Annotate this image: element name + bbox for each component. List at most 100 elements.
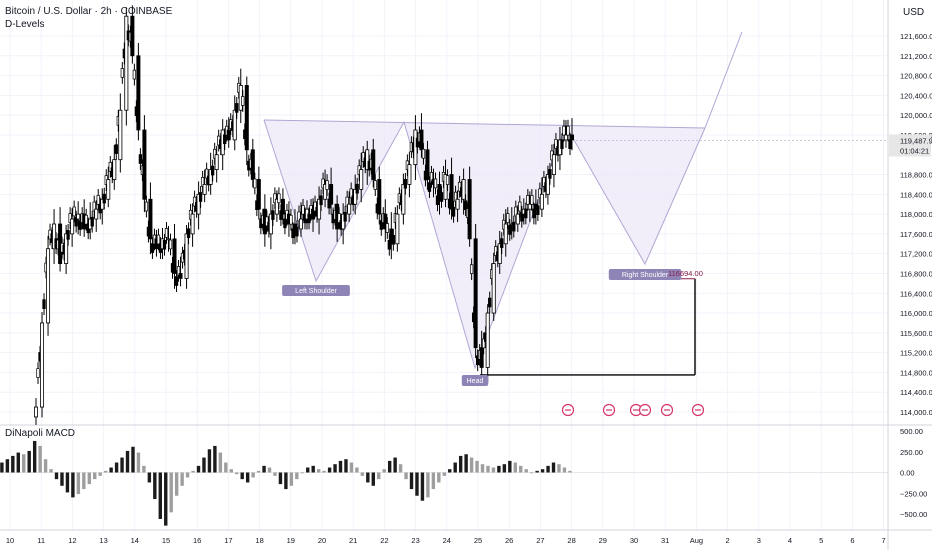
oscillator-bar: [551, 462, 556, 473]
candle-body: [385, 223, 389, 233]
oscillator-bar: [524, 469, 528, 473]
candle-body: [321, 178, 325, 189]
candle-body: [136, 55, 141, 131]
oscillator-bar: [32, 440, 37, 473]
time-tick-label: 12: [68, 536, 76, 545]
time-tick-label: 23: [411, 536, 419, 545]
oscillator-bar: [469, 457, 474, 473]
candle-body: [485, 312, 490, 368]
candle-body: [74, 216, 78, 227]
candle-body: [429, 172, 434, 182]
symbol-title[interactable]: Bitcoin / U.S. Dollar · 2h · COINBASE: [5, 6, 173, 17]
price-tick-label: 115,200.00: [900, 349, 932, 358]
candle-body: [325, 180, 329, 190]
time-tick-label: 14: [131, 536, 139, 545]
candle-body: [172, 238, 177, 274]
candle-body: [102, 193, 106, 204]
time-tick-label: 10: [6, 536, 14, 545]
oscillator-tick-label: 0.00: [900, 469, 915, 478]
candle-body: [295, 226, 299, 237]
candle-body: [359, 169, 364, 190]
candle-body: [253, 178, 257, 189]
time-tick-label: 4: [788, 536, 792, 545]
candle-body: [271, 210, 275, 220]
oscillator-bar: [207, 449, 212, 473]
candle-body: [329, 184, 334, 205]
candle-body: [84, 214, 88, 225]
candle-body: [337, 213, 341, 223]
oscillator-bar: [82, 472, 86, 490]
candle-body: [291, 228, 295, 239]
oscillator-bar: [240, 472, 244, 480]
oscillator-bar: [142, 465, 146, 473]
candle-body: [235, 103, 239, 113]
oscillator-title[interactable]: DiNapoli MACD: [5, 428, 76, 440]
oscillator-bar: [76, 472, 81, 495]
candle-body: [46, 248, 51, 324]
oscillator-bar: [546, 465, 550, 473]
right-shoulder-label: Right Shoulder: [622, 272, 669, 279]
candle-body: [371, 149, 376, 180]
oscillator-bar: [409, 472, 414, 490]
candle-body: [283, 218, 287, 229]
price-tick-label: 121,200.00: [900, 52, 932, 61]
countdown-label: 01:04:21: [900, 146, 929, 155]
candle-body: [568, 139, 572, 149]
candle-body: [42, 299, 46, 309]
candle-body: [138, 154, 143, 164]
candle-body: [118, 109, 123, 161]
oscillator-bar: [0, 462, 4, 473]
time-tick-label: 11: [37, 536, 45, 545]
candle-body: [164, 228, 169, 238]
candle-body: [66, 230, 70, 240]
oscillator-bar: [393, 457, 397, 473]
candle-body: [473, 238, 478, 349]
candle-body: [106, 179, 111, 200]
oscillator-bar: [562, 467, 567, 473]
candle-body: [536, 205, 540, 215]
indicator-label[interactable]: D-Levels: [5, 19, 45, 30]
candle-body: [455, 198, 460, 210]
currency-label[interactable]: USD: [903, 7, 925, 18]
oscillator-bar: [65, 472, 70, 493]
time-tick-label: 17: [224, 536, 232, 545]
candle-body: [419, 129, 424, 151]
candle-body: [150, 243, 155, 253]
time-tick-label: 28: [567, 536, 575, 545]
oscillator-bar: [251, 472, 255, 478]
oscillator-bar: [229, 469, 233, 473]
oscillator-bar: [245, 472, 250, 483]
candle-body: [355, 183, 359, 194]
oscillator-tick-label: 500.00: [900, 427, 923, 436]
candle-body: [403, 178, 408, 189]
oscillator-bar: [273, 472, 277, 476]
candle-body: [482, 338, 486, 349]
oscillator-bar: [60, 472, 64, 486]
candle-body: [391, 235, 395, 245]
candle-body: [526, 195, 530, 205]
price-tick-label: 120,800.00: [900, 72, 932, 81]
oscillator-bar: [513, 462, 517, 473]
oscillator-bar: [404, 472, 408, 480]
oscillator-bar: [475, 460, 479, 473]
current-price-label: 119,487.96: [900, 136, 932, 145]
candle-body: [204, 168, 209, 179]
candle-body: [250, 149, 255, 180]
candle-body: [223, 134, 227, 145]
time-tick-label: 13: [99, 536, 107, 545]
oscillator-bar: [355, 467, 359, 473]
candle-body: [132, 69, 137, 80]
oscillator-bar: [306, 467, 310, 473]
oscillator-bar: [224, 462, 228, 473]
oscillator-bar: [448, 469, 452, 473]
oscillator-bar: [387, 460, 392, 473]
candle-body: [461, 179, 466, 200]
candle-body: [387, 239, 391, 250]
oscillator-bar: [311, 465, 315, 473]
pattern-area: [264, 120, 705, 368]
oscillator-bar: [557, 464, 561, 473]
oscillator-bar: [136, 452, 141, 473]
oscillator-bar: [174, 472, 179, 496]
